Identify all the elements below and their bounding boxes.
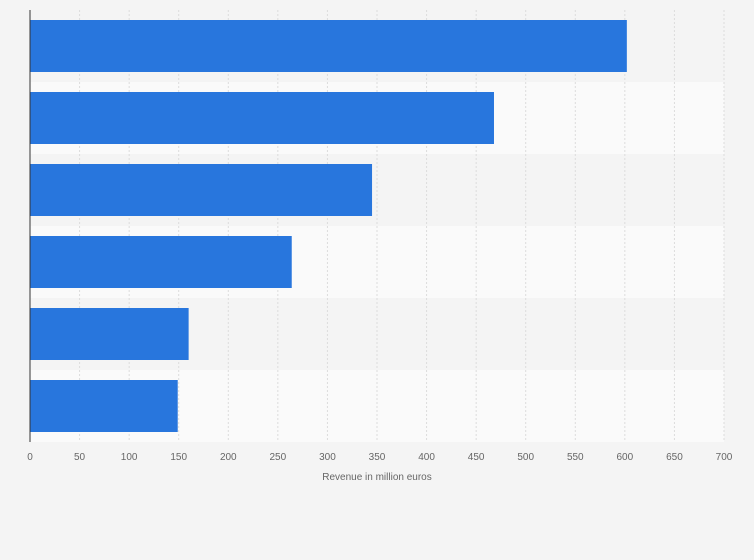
- grid-lines: [79, 10, 725, 442]
- x-tick-label: 100: [121, 452, 138, 463]
- x-tick-label: 200: [220, 452, 237, 463]
- x-tick-label: 400: [418, 452, 435, 463]
- x-tick-label: 650: [666, 452, 683, 463]
- bar[interactable]: [30, 92, 494, 144]
- x-tick-label: 250: [270, 452, 287, 463]
- x-tick-label: 700: [716, 452, 733, 463]
- bar[interactable]: [30, 164, 373, 216]
- x-tick-label: 300: [319, 452, 336, 463]
- bar[interactable]: [30, 380, 178, 432]
- bars: [30, 20, 627, 432]
- x-tick-label: 150: [170, 452, 187, 463]
- x-tick-label: 50: [74, 452, 86, 463]
- x-tick-label: 450: [468, 452, 485, 463]
- bar[interactable]: [30, 20, 627, 72]
- bar[interactable]: [30, 308, 189, 360]
- bar[interactable]: [30, 236, 292, 288]
- x-tick-label: 350: [369, 452, 386, 463]
- x-tick-label: 500: [517, 452, 534, 463]
- x-tick-label: 0: [27, 452, 33, 463]
- x-axis-title: Revenue in million euros: [322, 472, 432, 483]
- x-tick-labels: 0 50 100 150 200 250 300 350 400 450 500 550 600 650 7…: [27, 452, 733, 463]
- x-tick-label: 600: [617, 452, 634, 463]
- x-tick-label: 550: [567, 452, 584, 463]
